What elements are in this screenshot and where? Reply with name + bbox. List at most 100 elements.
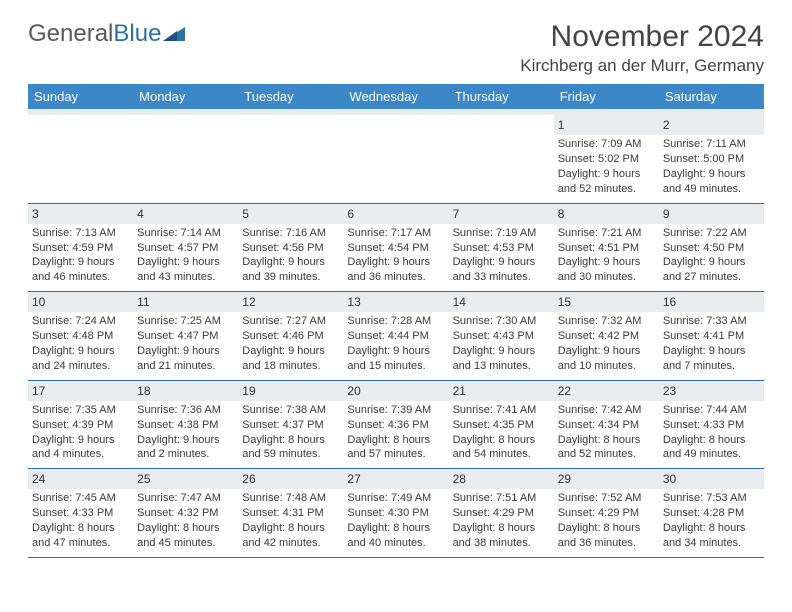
brand-triangle-icon xyxy=(163,20,185,48)
daylight1-line: Daylight: 9 hours xyxy=(242,255,339,270)
sunset-line: Sunset: 4:35 PM xyxy=(453,418,550,433)
calendar-day-cell: 21Sunrise: 7:41 AMSunset: 4:35 PMDayligh… xyxy=(449,380,554,469)
sunrise-line: Sunrise: 7:11 AM xyxy=(663,137,760,152)
daylight1-line: Daylight: 9 hours xyxy=(242,344,339,359)
sunrise-line: Sunrise: 7:13 AM xyxy=(32,226,129,241)
calendar-day-cell: 17Sunrise: 7:35 AMSunset: 4:39 PMDayligh… xyxy=(28,380,133,469)
sunset-line: Sunset: 4:54 PM xyxy=(347,241,444,256)
calendar-day-cell: 29Sunrise: 7:52 AMSunset: 4:29 PMDayligh… xyxy=(554,469,659,558)
day-number: 26 xyxy=(238,469,343,489)
daylight2-line: and 18 minutes. xyxy=(242,359,339,374)
sunset-line: Sunset: 4:30 PM xyxy=(347,506,444,521)
sunrise-line: Sunrise: 7:45 AM xyxy=(32,491,129,506)
daylight2-line: and 33 minutes. xyxy=(453,270,550,285)
day-number: 19 xyxy=(238,381,343,401)
calendar-day-cell: 12Sunrise: 7:27 AMSunset: 4:46 PMDayligh… xyxy=(238,292,343,381)
calendar-week-row: 17Sunrise: 7:35 AMSunset: 4:39 PMDayligh… xyxy=(28,380,764,469)
sunset-line: Sunset: 4:34 PM xyxy=(558,418,655,433)
daylight1-line: Daylight: 8 hours xyxy=(242,433,339,448)
daylight2-line: and 39 minutes. xyxy=(242,270,339,285)
daylight2-line: and 45 minutes. xyxy=(137,536,234,551)
calendar-body: 1Sunrise: 7:09 AMSunset: 5:02 PMDaylight… xyxy=(28,109,764,557)
sunrise-line: Sunrise: 7:44 AM xyxy=(663,403,760,418)
calendar-day-cell: 23Sunrise: 7:44 AMSunset: 4:33 PMDayligh… xyxy=(659,380,764,469)
calendar-day-cell xyxy=(449,115,554,203)
sunset-line: Sunset: 4:31 PM xyxy=(242,506,339,521)
daylight1-line: Daylight: 8 hours xyxy=(558,433,655,448)
day-number: 1 xyxy=(554,115,659,135)
sunrise-line: Sunrise: 7:52 AM xyxy=(558,491,655,506)
calendar-week-row: 1Sunrise: 7:09 AMSunset: 5:02 PMDaylight… xyxy=(28,115,764,203)
sunset-line: Sunset: 5:02 PM xyxy=(558,152,655,167)
calendar-page: GeneralBlue November 2024 Kirchberg an d… xyxy=(0,0,792,578)
weekday-header: Saturday xyxy=(659,84,764,109)
calendar-day-cell: 1Sunrise: 7:09 AMSunset: 5:02 PMDaylight… xyxy=(554,115,659,203)
calendar-day-cell: 26Sunrise: 7:48 AMSunset: 4:31 PMDayligh… xyxy=(238,469,343,558)
calendar-day-cell xyxy=(133,115,238,203)
daylight2-line: and 59 minutes. xyxy=(242,447,339,462)
daylight1-line: Daylight: 9 hours xyxy=(32,344,129,359)
sunset-line: Sunset: 4:38 PM xyxy=(137,418,234,433)
daylight1-line: Daylight: 9 hours xyxy=(137,344,234,359)
daylight2-line: and 13 minutes. xyxy=(453,359,550,374)
calendar-day-cell: 25Sunrise: 7:47 AMSunset: 4:32 PMDayligh… xyxy=(133,469,238,558)
brand-name-2: Blue xyxy=(113,20,161,48)
sunset-line: Sunset: 4:46 PM xyxy=(242,329,339,344)
sunrise-line: Sunrise: 7:21 AM xyxy=(558,226,655,241)
sunrise-line: Sunrise: 7:47 AM xyxy=(137,491,234,506)
calendar-day-cell: 18Sunrise: 7:36 AMSunset: 4:38 PMDayligh… xyxy=(133,380,238,469)
weekday-header: Tuesday xyxy=(238,84,343,109)
calendar-day-cell: 16Sunrise: 7:33 AMSunset: 4:41 PMDayligh… xyxy=(659,292,764,381)
daylight1-line: Daylight: 8 hours xyxy=(347,433,444,448)
day-number: 5 xyxy=(238,204,343,224)
month-title: November 2024 xyxy=(520,20,764,54)
day-number: 17 xyxy=(28,381,133,401)
day-number: 23 xyxy=(659,381,764,401)
daylight1-line: Daylight: 9 hours xyxy=(137,255,234,270)
day-number: 29 xyxy=(554,469,659,489)
daylight1-line: Daylight: 9 hours xyxy=(32,255,129,270)
daylight1-line: Daylight: 8 hours xyxy=(663,521,760,536)
calendar-day-cell: 20Sunrise: 7:39 AMSunset: 4:36 PMDayligh… xyxy=(343,380,448,469)
daylight2-line: and 21 minutes. xyxy=(137,359,234,374)
sunrise-line: Sunrise: 7:16 AM xyxy=(242,226,339,241)
daylight1-line: Daylight: 9 hours xyxy=(347,255,444,270)
sunrise-line: Sunrise: 7:41 AM xyxy=(453,403,550,418)
calendar-day-cell: 3Sunrise: 7:13 AMSunset: 4:59 PMDaylight… xyxy=(28,203,133,292)
daylight2-line: and 27 minutes. xyxy=(663,270,760,285)
weekday-header: Wednesday xyxy=(343,84,448,109)
sunset-line: Sunset: 5:00 PM xyxy=(663,152,760,167)
weekday-header: Monday xyxy=(133,84,238,109)
daylight2-line: and 49 minutes. xyxy=(663,182,760,197)
day-number: 15 xyxy=(554,292,659,312)
daylight2-line: and 30 minutes. xyxy=(558,270,655,285)
brand-name-1: General xyxy=(28,20,113,48)
sunrise-line: Sunrise: 7:19 AM xyxy=(453,226,550,241)
day-number: 25 xyxy=(133,469,238,489)
sunset-line: Sunset: 4:59 PM xyxy=(32,241,129,256)
daylight1-line: Daylight: 9 hours xyxy=(453,344,550,359)
sunrise-line: Sunrise: 7:53 AM xyxy=(663,491,760,506)
sunset-line: Sunset: 4:39 PM xyxy=(32,418,129,433)
sunset-line: Sunset: 4:43 PM xyxy=(453,329,550,344)
calendar-week-row: 3Sunrise: 7:13 AMSunset: 4:59 PMDaylight… xyxy=(28,203,764,292)
daylight1-line: Daylight: 9 hours xyxy=(663,167,760,182)
sunrise-line: Sunrise: 7:24 AM xyxy=(32,314,129,329)
sunset-line: Sunset: 4:51 PM xyxy=(558,241,655,256)
sunset-line: Sunset: 4:37 PM xyxy=(242,418,339,433)
sunset-line: Sunset: 4:41 PM xyxy=(663,329,760,344)
sunset-line: Sunset: 4:57 PM xyxy=(137,241,234,256)
sunrise-line: Sunrise: 7:49 AM xyxy=(347,491,444,506)
calendar-day-cell: 19Sunrise: 7:38 AMSunset: 4:37 PMDayligh… xyxy=(238,380,343,469)
calendar-day-cell: 7Sunrise: 7:19 AMSunset: 4:53 PMDaylight… xyxy=(449,203,554,292)
sunrise-line: Sunrise: 7:32 AM xyxy=(558,314,655,329)
calendar-day-cell: 9Sunrise: 7:22 AMSunset: 4:50 PMDaylight… xyxy=(659,203,764,292)
location-label: Kirchberg an der Murr, Germany xyxy=(520,56,764,76)
calendar-day-cell: 6Sunrise: 7:17 AMSunset: 4:54 PMDaylight… xyxy=(343,203,448,292)
calendar-day-cell: 8Sunrise: 7:21 AMSunset: 4:51 PMDaylight… xyxy=(554,203,659,292)
sunset-line: Sunset: 4:32 PM xyxy=(137,506,234,521)
sunrise-line: Sunrise: 7:33 AM xyxy=(663,314,760,329)
sunset-line: Sunset: 4:28 PM xyxy=(663,506,760,521)
day-number: 9 xyxy=(659,204,764,224)
sunrise-line: Sunrise: 7:39 AM xyxy=(347,403,444,418)
